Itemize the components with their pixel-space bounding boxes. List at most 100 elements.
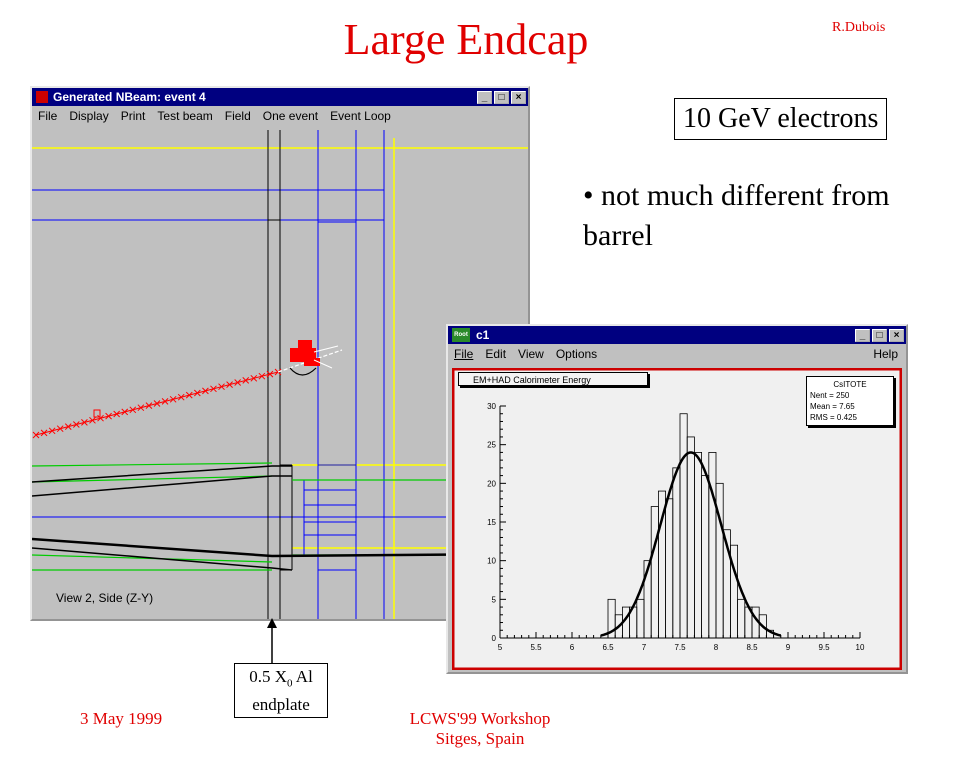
x-tick-label: 8.5 — [746, 643, 758, 652]
track-hit-mark — [64, 423, 72, 430]
x-tick-label: 5 — [498, 643, 503, 652]
endplate-label: 0.5 X0 Al endplate — [234, 663, 328, 719]
track-hit-mark — [185, 391, 193, 399]
maximize-icon[interactable]: □ — [872, 328, 887, 342]
stats-entries: Nent = 250 — [810, 391, 850, 400]
root-menu-file[interactable]: File — [454, 347, 474, 361]
minimize-icon[interactable]: _ — [855, 328, 870, 342]
root-window-menubar: File Edit View Options Help — [448, 344, 904, 364]
track-hit-mark — [234, 379, 242, 386]
track-hit-mark — [145, 402, 153, 409]
track-hit-mark — [97, 414, 104, 422]
slide-title: Large Endcap — [343, 15, 589, 64]
minimize-icon[interactable]: _ — [477, 90, 492, 104]
x-tick-label: 6.5 — [602, 643, 614, 652]
track-hit-mark — [48, 427, 56, 435]
y-tick-label: 25 — [487, 441, 496, 450]
close-icon[interactable]: × — [889, 328, 904, 342]
track-hit-mark — [177, 393, 185, 401]
track-hit-mark — [218, 383, 225, 391]
plot-title: EM+HAD Calorimeter Energy — [458, 372, 648, 386]
y-tick-label: 15 — [487, 518, 496, 527]
track-hit-mark — [161, 398, 169, 405]
x-tick-label: 5.5 — [530, 643, 542, 652]
x-tick-label: 7 — [642, 643, 647, 652]
track-hit-mark — [121, 408, 129, 416]
track-hit-mark — [266, 370, 274, 378]
y-tick-label: 5 — [492, 595, 497, 604]
track-hit-mark — [250, 374, 258, 382]
footer-date: 3 May 1999 — [80, 709, 163, 728]
bullet-line-1: • not much different from — [583, 179, 890, 212]
y-tick-label: 10 — [487, 557, 496, 566]
arrow-icon — [267, 618, 277, 664]
root-menu-help[interactable]: Help — [873, 347, 898, 361]
app-icon — [36, 91, 48, 103]
x-tick-label: 8 — [714, 643, 719, 652]
track-hit-mark — [105, 412, 112, 420]
root-window-titlebar[interactable]: Root c1 _ □ × — [448, 326, 906, 344]
event-window-menubar: File Display Print Test beam Field One e… — [32, 106, 528, 126]
menu-one-event[interactable]: One event — [262, 109, 319, 123]
track-hit-mark — [169, 395, 177, 403]
track-hit-mark — [226, 381, 233, 388]
track-hit-mark — [242, 377, 250, 384]
y-tick-label: 30 — [487, 402, 496, 411]
track-hit-mark — [81, 419, 88, 426]
stats-box: CsITOTE Nent = 250 Mean = 7.65 RMS = 0.4… — [806, 376, 894, 426]
boxed-note: 10 GeV electrons — [674, 98, 888, 140]
stats-mean: Mean = 7.65 — [810, 402, 855, 411]
root-menu-view[interactable]: View — [518, 347, 544, 361]
menu-test-beam[interactable]: Test beam — [157, 109, 213, 123]
maximize-icon[interactable]: □ — [494, 90, 509, 104]
footer-location: Sitges, Spain — [435, 729, 525, 748]
bullet-line-2: barrel — [583, 219, 653, 252]
track-hit-mark — [153, 400, 161, 407]
shower-cluster — [289, 340, 339, 376]
track-hit-mark — [202, 387, 209, 395]
x-tick-label: 9.5 — [818, 643, 830, 652]
histogram-bin — [729, 544, 738, 639]
close-icon[interactable]: × — [511, 90, 526, 104]
root-menu-edit[interactable]: Edit — [485, 347, 507, 361]
histogram-bin — [758, 614, 767, 639]
event-window-title: Generated NBeam: event 4 — [53, 90, 206, 104]
stats-rms: RMS = 0.425 — [810, 413, 857, 422]
menu-event-loop[interactable]: Event Loop — [330, 109, 391, 123]
bullet-text: • not much different from barrel — [583, 176, 890, 256]
track-hit-mark — [113, 410, 121, 418]
y-tick-label: 20 — [487, 479, 496, 488]
footer-workshop: LCWS'99 Workshop Sitges, Spain — [380, 709, 580, 749]
track-hit-mark — [258, 372, 266, 380]
track-hits — [32, 368, 282, 439]
menu-display[interactable]: Display — [69, 109, 109, 123]
gaussian-fit-curve — [600, 451, 782, 637]
track-hit-mark — [193, 389, 201, 397]
x-tick-label: 6 — [570, 643, 575, 652]
root-logo-icon: Root — [452, 328, 470, 342]
track-hit-mark — [129, 406, 137, 414]
track-hit-mark — [56, 425, 64, 433]
event-window-titlebar[interactable]: Generated NBeam: event 4 _ □ × — [32, 88, 528, 106]
menu-print[interactable]: Print — [120, 109, 146, 123]
menu-field[interactable]: Field — [224, 109, 251, 123]
author-name: R.Dubois — [832, 20, 886, 35]
track-hit-mark — [137, 404, 145, 412]
root-window-title: c1 — [476, 328, 490, 342]
event-display-canvas[interactable] — [32, 130, 528, 619]
menu-file[interactable]: File — [38, 109, 58, 123]
track-hit-mark — [32, 431, 40, 439]
view-label: View 2, Side (Z-Y) — [56, 591, 154, 605]
root-canvas-window: Root c1 _ □ × File Edit View Options Hel… — [446, 324, 908, 674]
footer-workshop-name: LCWS'99 Workshop — [409, 709, 551, 728]
track-hit-mark — [89, 416, 96, 424]
track-hit-mark — [72, 421, 80, 428]
x-tick-label: 10 — [856, 643, 865, 652]
x-tick-label: 7.5 — [674, 643, 686, 652]
stats-name: CsITOTE — [833, 380, 867, 389]
track-hit-mark — [210, 385, 217, 393]
root-menu-options[interactable]: Options — [555, 347, 598, 361]
y-tick-label: 0 — [492, 634, 497, 643]
track-hit-mark — [40, 429, 48, 437]
